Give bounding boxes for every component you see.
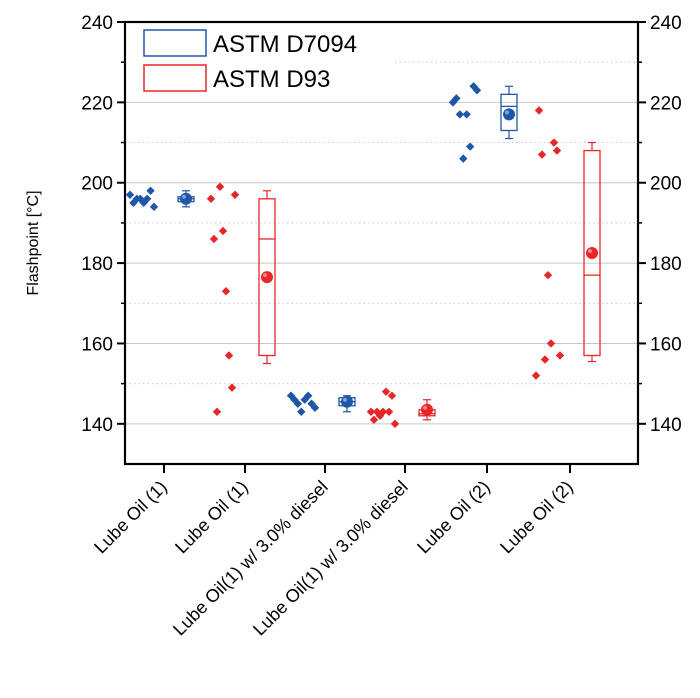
category-label: Lube Oil (1) xyxy=(171,477,252,558)
data-point-d93 xyxy=(230,190,240,199)
data-point-d93 xyxy=(381,387,391,396)
y-tick-label-left: 200 xyxy=(81,174,113,195)
data-marks xyxy=(125,82,601,429)
data-point-d93 xyxy=(378,407,388,416)
category-label: Lube Oil(1) w/ 3.0% diesel xyxy=(249,477,412,640)
mean-marker-highlight xyxy=(423,405,427,410)
mean-marker-d7094 xyxy=(180,192,192,205)
legend-swatch-astm-d7094 xyxy=(143,29,207,57)
data-point-d93 xyxy=(369,415,379,424)
data-point-d93 xyxy=(555,351,565,360)
data-point-d93 xyxy=(224,351,234,360)
y-tick-label-left: 140 xyxy=(81,415,113,436)
data-point-d7094 xyxy=(142,194,152,203)
data-point-d93 xyxy=(549,138,559,147)
data-point-d93 xyxy=(534,106,544,115)
category-label: Lube Oil (1) xyxy=(90,477,171,558)
data-point-d93 xyxy=(212,407,222,416)
plot-frame xyxy=(123,20,640,466)
box-d93 xyxy=(258,198,276,357)
data-point-d93 xyxy=(366,407,376,416)
data-point-d93 xyxy=(546,339,556,348)
data-point-d7094 xyxy=(125,190,135,199)
data-point-d7094 xyxy=(149,202,159,212)
legend-swatch-astm-d93 xyxy=(143,64,207,92)
category-label: Lube Oil (2) xyxy=(413,477,494,558)
mean-marker-d7094 xyxy=(341,395,353,408)
y-tick-label-right: 200 xyxy=(650,174,682,195)
category-labels: Lube Oil (1) Lube Oil (1)Lube Oil(1) w/ 3… xyxy=(90,477,577,640)
mean-marker-highlight xyxy=(588,249,592,254)
data-point-d7094 xyxy=(146,186,155,195)
data-point-d7094 xyxy=(303,391,313,400)
data-point-d7094 xyxy=(452,94,461,103)
data-point-d7094 xyxy=(465,142,475,151)
mean-marker-d7094 xyxy=(503,108,515,121)
data-point-d93 xyxy=(227,383,237,392)
y-tick-label-left: 160 xyxy=(81,334,113,355)
mean-marker-d93 xyxy=(586,247,598,260)
y-tick-label-right: 140 xyxy=(650,415,682,436)
data-point-d7094 xyxy=(293,399,303,408)
mean-marker-highlight xyxy=(343,397,347,402)
mean-marker-d93 xyxy=(421,403,433,416)
y-tick-label-left: 180 xyxy=(81,254,113,275)
data-point-d93 xyxy=(552,146,562,155)
data-point-d93 xyxy=(387,391,397,400)
data-point-d93 xyxy=(206,194,216,203)
data-point-d7094 xyxy=(455,110,465,119)
category-label: Lube Oil (2) xyxy=(496,477,577,558)
data-point-d93 xyxy=(537,150,547,159)
data-point-d7094 xyxy=(459,154,468,163)
y-tick-label-left: 240 xyxy=(81,13,113,34)
y-axis-title: Flashpoint [°C] xyxy=(25,190,42,295)
category-label: Lube Oil(1) w/ 3.0% diesel xyxy=(169,477,332,640)
y-tick-label-left: 220 xyxy=(81,93,113,114)
data-point-d93 xyxy=(543,270,553,280)
data-point-d93 xyxy=(221,287,231,296)
data-point-d7094 xyxy=(472,86,482,95)
y-tick-label-right: 180 xyxy=(650,254,682,275)
mean-marker-highlight xyxy=(182,194,186,199)
legend: ASTM D7094 ASTM D93 xyxy=(128,25,395,93)
legend-label-astm-d7094: ASTM D7094 xyxy=(213,31,357,58)
data-point-d93 xyxy=(218,226,228,236)
mean-marker-highlight xyxy=(263,273,267,278)
data-point-d93 xyxy=(384,407,394,416)
y-tick-label-right: 160 xyxy=(650,334,682,355)
box-d93 xyxy=(583,149,601,357)
data-point-d7094 xyxy=(297,407,306,416)
y-tick-label-right: 220 xyxy=(650,93,682,114)
box-d7094 xyxy=(500,93,518,132)
data-point-d7094 xyxy=(448,98,458,107)
y-tick-label-right: 240 xyxy=(650,13,682,34)
data-point-d93 xyxy=(209,234,219,244)
axes: 140 140 160 160 180 180 200 200 220 220 240 240 xyxy=(81,13,682,473)
data-point-d93 xyxy=(540,355,550,364)
grid-lines xyxy=(125,61,638,425)
mean-marker-highlight xyxy=(505,110,509,115)
data-point-d7094 xyxy=(310,403,320,412)
data-point-d93 xyxy=(215,182,225,191)
data-point-d93 xyxy=(531,371,541,380)
legend-label-astm-d93: ASTM D93 xyxy=(213,66,330,93)
data-point-d93 xyxy=(390,419,400,429)
legend-background xyxy=(128,25,395,93)
mean-marker-d93 xyxy=(261,271,273,284)
data-point-d7094 xyxy=(462,110,471,119)
